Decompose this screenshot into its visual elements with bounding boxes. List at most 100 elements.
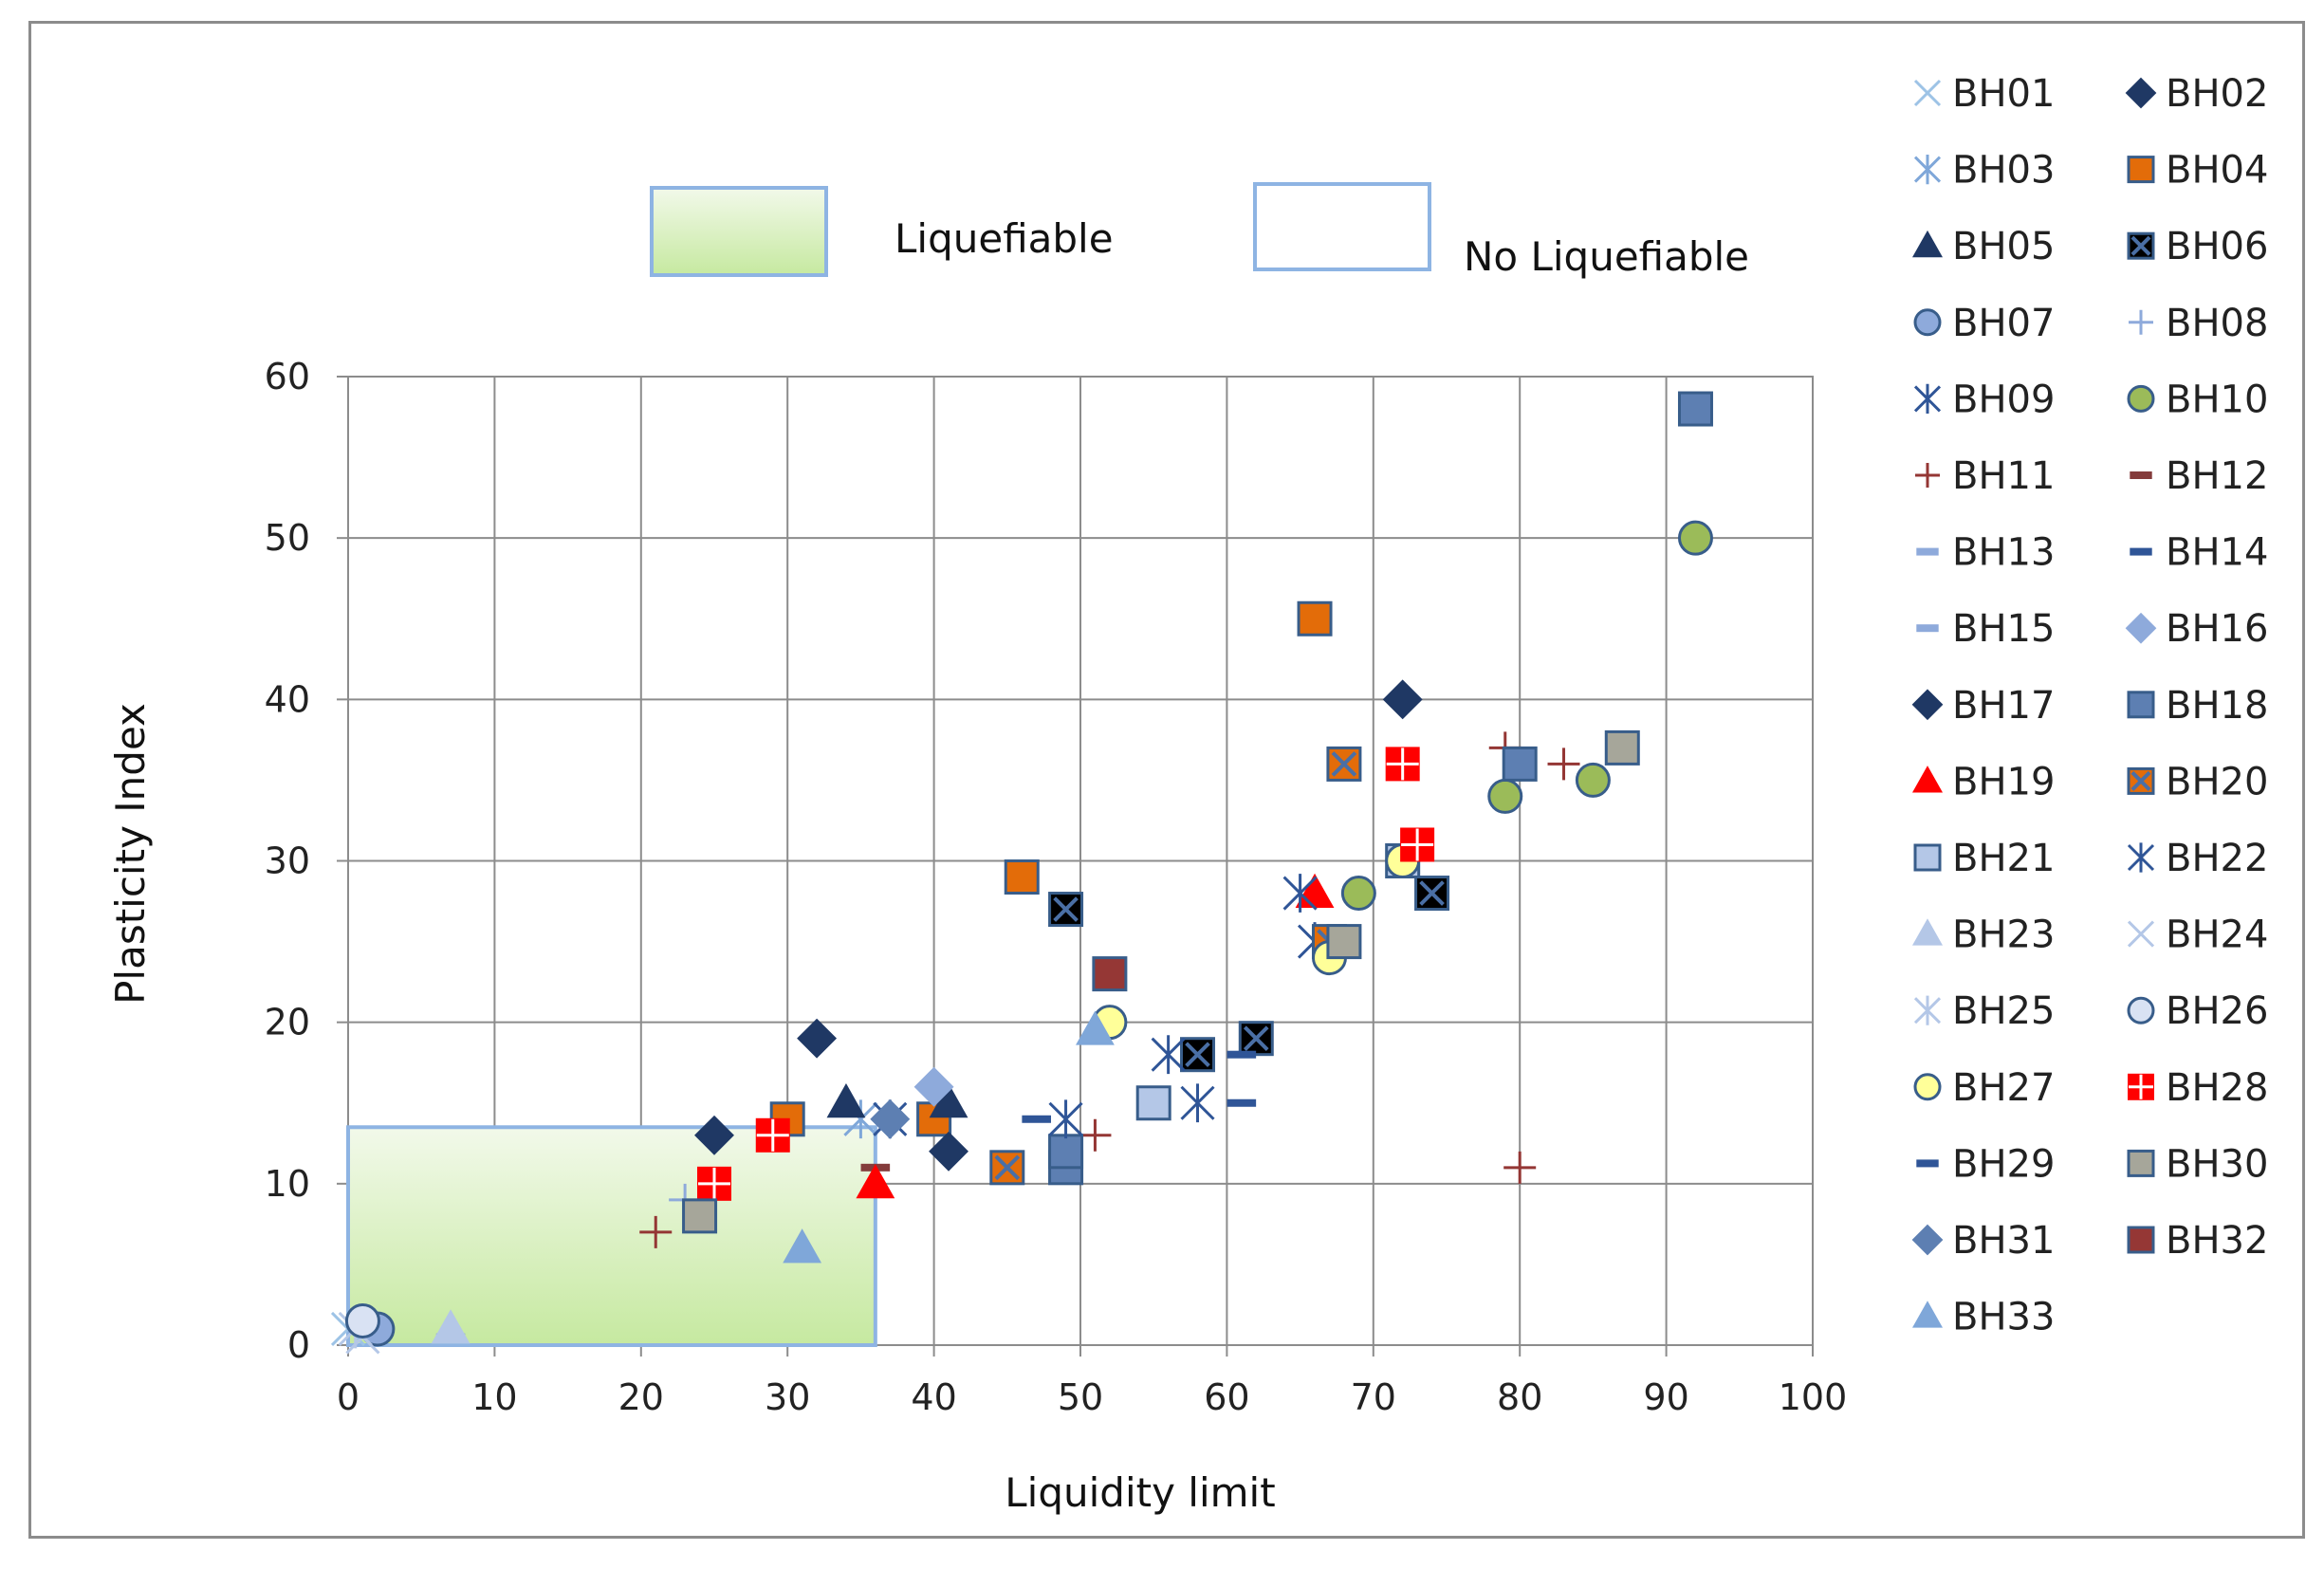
point-bh33 (1076, 1010, 1115, 1045)
legend-label-bh05: BH05 (1952, 225, 2055, 268)
legend-marker-bh23 (1911, 918, 1944, 946)
legend-label-bh22: BH22 (2166, 837, 2268, 880)
legend-label-bh19: BH19 (1952, 760, 2055, 803)
point-bh18 (1048, 1134, 1084, 1170)
point-bh17 (797, 1018, 838, 1059)
legend-label-bh04: BH04 (2166, 149, 2268, 193)
legend-marker-bh13 (1916, 547, 1939, 556)
legend-marker-bh24 (2127, 920, 2155, 948)
x-tick-label: 50 (1058, 1376, 1103, 1418)
x-tick-label: 0 (337, 1376, 360, 1418)
point-bh06 (1414, 876, 1450, 912)
point-bh20 (1326, 746, 1362, 782)
legend-marker-bh07 (1913, 308, 1942, 337)
legend-label-bh33: BH33 (1952, 1296, 2055, 1339)
legend-marker-bh28 (2128, 1073, 2154, 1100)
y-axis-title: Plasticity Index (107, 703, 154, 1005)
legend-marker-bh05 (1911, 230, 1944, 258)
zone-key: Liquefiable No Liquefiable (650, 182, 1749, 280)
y-tick-label: 30 (265, 840, 310, 882)
y-tick-label: 60 (265, 356, 310, 397)
legend-label-bh18: BH18 (2166, 684, 2268, 728)
point-bh28 (755, 1117, 790, 1153)
legend-label-bh13: BH13 (1952, 531, 2055, 575)
legend-marker-bh04 (2127, 156, 2155, 184)
legend-label-bh02: BH02 (2166, 72, 2268, 116)
point-bh18 (1502, 746, 1538, 782)
legend-marker-bh10 (2127, 384, 2155, 413)
legend-label-bh07: BH07 (1952, 302, 2055, 345)
point-bh06 (1180, 1037, 1216, 1073)
point-bh10 (1677, 520, 1713, 556)
point-bh20 (989, 1150, 1025, 1186)
legend-marker-bh21 (1913, 843, 1942, 872)
legend-marker-bh27 (1913, 1073, 1942, 1101)
legend-label-bh12: BH12 (2166, 454, 2268, 498)
x-tick-label: 100 (1779, 1376, 1848, 1418)
legend-marker-bh19 (1911, 766, 1944, 793)
point-bh11 (1079, 1118, 1112, 1152)
x-tick-label: 80 (1497, 1376, 1542, 1418)
point-bh33 (783, 1228, 822, 1264)
point-bh30 (1604, 729, 1640, 766)
point-bh28 (1400, 827, 1435, 862)
legend-marker-bh16 (2125, 612, 2157, 644)
point-bh22 (1048, 1099, 1083, 1139)
legend-label-bh11: BH11 (1952, 454, 2055, 498)
legend-label-bh26: BH26 (2166, 989, 2268, 1033)
legend-marker-bh18 (2127, 691, 2155, 719)
legend-marker-bh11 (1915, 463, 1940, 488)
point-bh17 (694, 1115, 734, 1155)
no-liquefiable-key-label: No Liquefiable (1464, 233, 1749, 280)
x-tick-label: 90 (1643, 1376, 1688, 1418)
point-bh26 (344, 1302, 380, 1338)
point-bh22 (1282, 874, 1318, 913)
y-tick-label: 50 (265, 517, 310, 559)
grid (337, 376, 1814, 1357)
point-bh23 (431, 1309, 470, 1344)
legend-label-bh29: BH29 (1952, 1142, 2055, 1186)
legend-marker-bh33 (1911, 1301, 1944, 1328)
legend-label-bh28: BH28 (2166, 1066, 2268, 1110)
legend-marker-bh31 (1911, 1224, 1944, 1256)
legend-label-bh30: BH30 (2166, 1142, 2268, 1186)
legend-marker-bh29 (1916, 1159, 1939, 1168)
point-bh30 (1326, 924, 1362, 960)
point-bh30 (682, 1198, 718, 1234)
y-tick-label: 40 (265, 678, 310, 720)
legend-marker-bh01 (1913, 79, 1942, 107)
legend-marker-bh08 (2129, 309, 2153, 335)
point-bh04 (1297, 600, 1333, 637)
point-bh02 (1382, 679, 1423, 720)
data-points (330, 391, 1713, 1355)
legend-label-bh14: BH14 (2166, 531, 2268, 575)
legend: BH01 BH02 BH03 BH04 BH05 BH06 BH07 BH08 BH09 BH10… (1911, 72, 2268, 1339)
point-bh17 (929, 1131, 969, 1172)
legend-marker-bh26 (2127, 996, 2155, 1024)
legend-marker-bh09 (1913, 383, 1942, 414)
legend-label-bh20: BH20 (2166, 760, 2268, 803)
legend-marker-bh20 (2127, 766, 2155, 795)
point-bh29 (1227, 1050, 1257, 1059)
x-tick-label: 60 (1204, 1376, 1249, 1418)
legend-label-bh10: BH10 (2166, 378, 2268, 421)
legend-label-bh09: BH09 (1952, 378, 2055, 421)
legend-label-bh17: BH17 (1952, 684, 2055, 728)
point-bh19 (856, 1164, 895, 1199)
legend-label-bh16: BH16 (2166, 607, 2268, 651)
legend-label-bh31: BH31 (1952, 1219, 2055, 1263)
x-tick-label: 10 (471, 1376, 517, 1418)
legend-label-bh06: BH06 (2166, 225, 2268, 268)
legend-label-bh25: BH25 (1952, 989, 2055, 1033)
point-bh32 (1092, 956, 1128, 992)
legend-marker-bh22 (2127, 842, 2155, 873)
point-bh11 (1503, 1151, 1537, 1184)
legend-label-bh23: BH23 (1952, 914, 2055, 957)
liquefiable-zone (346, 1125, 877, 1348)
legend-marker-bh14 (2130, 547, 2152, 556)
point-bh10 (1340, 876, 1376, 912)
no-liquefiable-key-box (1253, 182, 1431, 271)
x-axis-title: Liquidity limit (1005, 1469, 1275, 1516)
legend-label-bh08: BH08 (2166, 302, 2268, 345)
